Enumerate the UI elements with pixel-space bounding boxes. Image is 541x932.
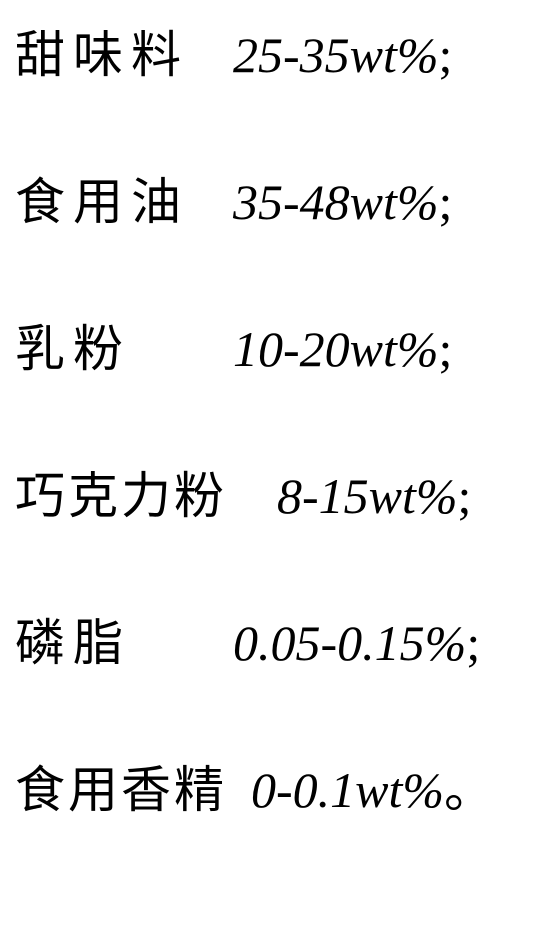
ingredient-punct: ; [439,177,453,227]
ingredient-punct: 。 [444,765,494,815]
ingredient-value-wrap: 10-20wt% ; [233,324,452,374]
ingredient-value: 0.05-0.15% [233,618,466,668]
ingredient-label: 磷脂 [15,618,233,668]
ingredient-label: 乳粉 [15,324,233,374]
ingredient-label: 巧克力粉 [15,471,277,521]
composition-list: 甜味料 25-35wt% ; 食用油 35-48wt% ; 乳粉 10-20wt… [0,0,541,932]
ingredient-row: 甜味料 25-35wt% ; [15,30,526,177]
ingredient-punct: ; [466,618,480,668]
ingredient-value-wrap: 35-48wt% ; [233,177,452,227]
ingredient-row: 磷脂 0.05-0.15% ; [15,618,526,765]
ingredient-label: 甜味料 [15,30,233,80]
ingredient-value: 25-35wt% [233,30,439,80]
ingredient-row: 乳粉 10-20wt% ; [15,324,526,471]
ingredient-punct: ; [458,471,472,521]
ingredient-value: 0-0.1wt% [251,765,444,815]
ingredient-value: 10-20wt% [233,324,439,374]
ingredient-value-wrap: 25-35wt% ; [233,30,452,80]
ingredient-value: 35-48wt% [233,177,439,227]
ingredient-label: 食用香精 [15,765,251,815]
ingredient-punct: ; [439,30,453,80]
ingredient-punct: ; [439,324,453,374]
ingredient-value-wrap: 0-0.1wt% 。 [251,765,494,815]
ingredient-label: 食用油 [15,177,233,227]
ingredient-value-wrap: 0.05-0.15% ; [233,618,480,668]
ingredient-row: 食用油 35-48wt% ; [15,177,526,324]
ingredient-value: 8-15wt% [277,471,458,521]
ingredient-row: 巧克力粉 8-15wt% ; [15,471,526,618]
ingredient-row: 食用香精 0-0.1wt% 。 [15,765,526,912]
ingredient-value-wrap: 8-15wt% ; [277,471,471,521]
